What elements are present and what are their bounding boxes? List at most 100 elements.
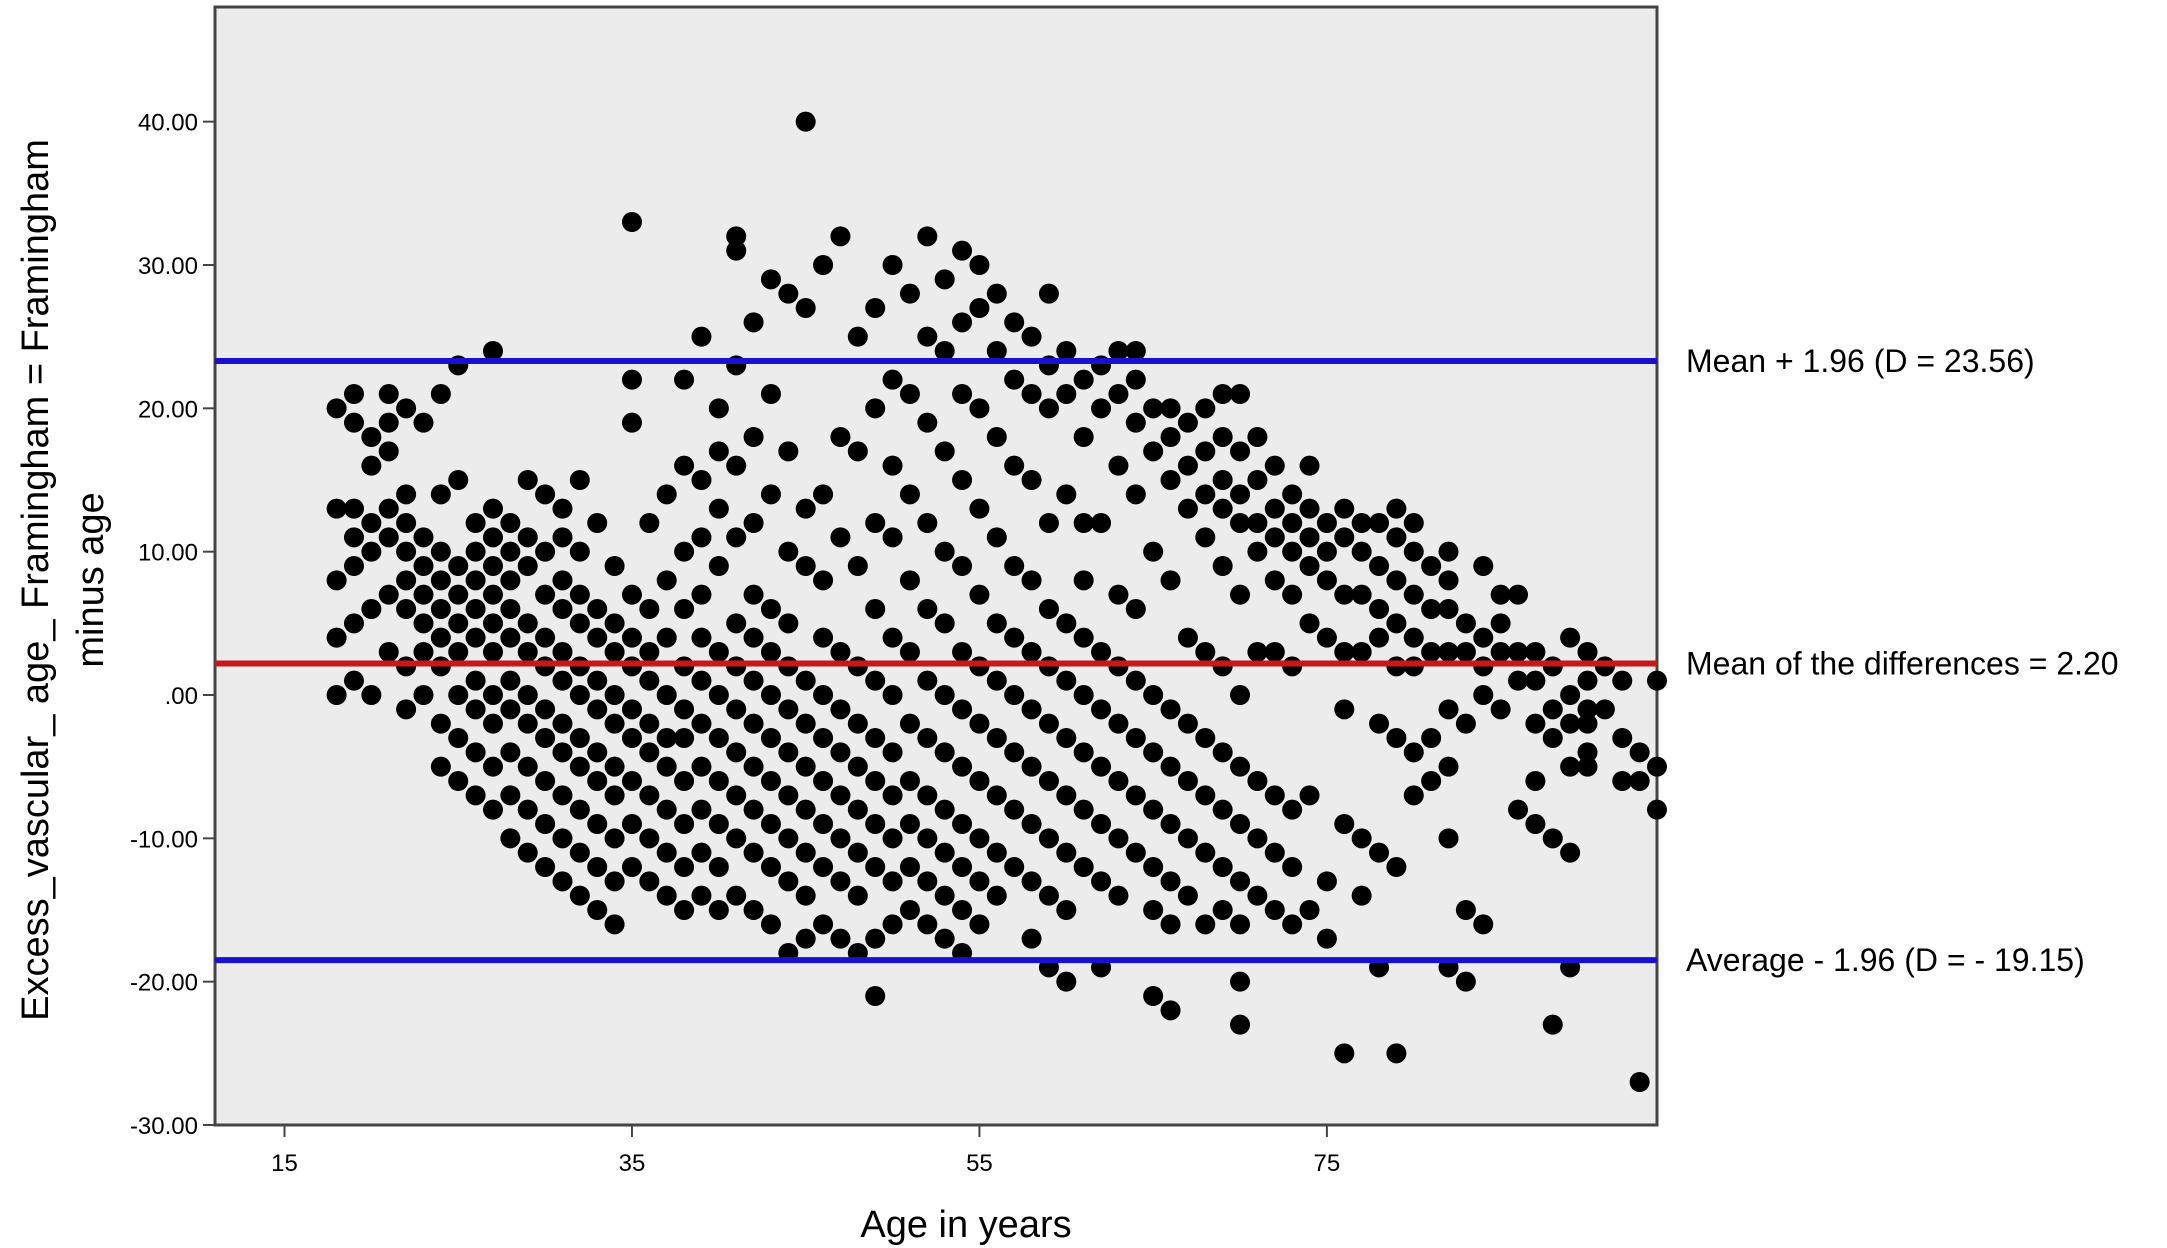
data-point bbox=[552, 498, 573, 519]
data-point bbox=[621, 584, 642, 605]
data-point bbox=[552, 670, 573, 691]
data-point bbox=[639, 670, 660, 691]
x-axis-title: Age in years bbox=[860, 1204, 1071, 1246]
data-point bbox=[1386, 728, 1407, 748]
data-point bbox=[587, 599, 608, 619]
data-point bbox=[587, 627, 608, 648]
data-point bbox=[726, 240, 747, 261]
data-point bbox=[1455, 613, 1476, 634]
data-point bbox=[674, 771, 695, 791]
data-point bbox=[899, 771, 920, 791]
y-tick-label: 10.00 bbox=[138, 540, 198, 567]
data-point bbox=[778, 871, 799, 892]
data-point bbox=[691, 842, 712, 863]
data-point bbox=[517, 756, 538, 777]
data-point bbox=[1038, 828, 1059, 849]
data-point bbox=[604, 685, 625, 705]
data-point bbox=[1073, 857, 1094, 877]
data-point bbox=[986, 728, 1007, 748]
data-point bbox=[760, 914, 781, 935]
data-point bbox=[1299, 613, 1320, 634]
data-point bbox=[1525, 713, 1546, 734]
data-point bbox=[1264, 642, 1285, 662]
data-point bbox=[691, 799, 712, 820]
data-point bbox=[1021, 814, 1042, 834]
data-point bbox=[917, 871, 938, 892]
data-point bbox=[691, 527, 712, 548]
data-point bbox=[1056, 484, 1077, 505]
data-point bbox=[1125, 341, 1146, 361]
data-point bbox=[899, 570, 920, 591]
data-point bbox=[1230, 513, 1251, 533]
data-point bbox=[1108, 584, 1129, 605]
data-point bbox=[899, 642, 920, 662]
data-point bbox=[604, 756, 625, 777]
data-point bbox=[1056, 670, 1077, 691]
x-tick-label: 75 bbox=[1314, 1150, 1341, 1177]
data-point bbox=[430, 713, 451, 734]
data-point bbox=[952, 900, 973, 920]
data-point bbox=[639, 713, 660, 734]
data-point bbox=[743, 427, 764, 447]
data-point bbox=[1508, 670, 1529, 691]
data-point bbox=[500, 785, 521, 806]
data-point bbox=[1073, 685, 1094, 705]
data-point bbox=[1230, 971, 1251, 992]
data-point bbox=[1004, 685, 1025, 705]
data-point bbox=[986, 613, 1007, 634]
data-point bbox=[535, 484, 556, 505]
data-point bbox=[952, 814, 973, 834]
data-point bbox=[969, 713, 990, 734]
data-point bbox=[500, 541, 521, 562]
data-point bbox=[726, 742, 747, 763]
data-point bbox=[1073, 427, 1094, 447]
data-point bbox=[448, 584, 469, 605]
data-point bbox=[1212, 384, 1233, 404]
data-point bbox=[535, 728, 556, 748]
data-point bbox=[969, 255, 990, 275]
data-point bbox=[1143, 900, 1164, 920]
data-point bbox=[778, 283, 799, 304]
data-point bbox=[1195, 441, 1216, 462]
data-point bbox=[1056, 971, 1077, 992]
data-point bbox=[847, 713, 868, 734]
data-point bbox=[743, 799, 764, 820]
data-point bbox=[813, 771, 834, 791]
data-point bbox=[535, 771, 556, 791]
data-point bbox=[587, 699, 608, 720]
data-point bbox=[795, 885, 816, 906]
data-point bbox=[1073, 570, 1094, 591]
data-point bbox=[1108, 828, 1129, 849]
data-point bbox=[587, 670, 608, 691]
data-point bbox=[674, 369, 695, 390]
data-point bbox=[1316, 541, 1337, 562]
data-point bbox=[830, 928, 851, 949]
data-points bbox=[326, 111, 1667, 1092]
data-point bbox=[378, 441, 399, 462]
data-point bbox=[760, 599, 781, 619]
data-point bbox=[396, 513, 417, 533]
data-point bbox=[691, 326, 712, 347]
data-point bbox=[1560, 842, 1581, 863]
data-point bbox=[1629, 1072, 1650, 1092]
data-point bbox=[569, 842, 590, 863]
data-point bbox=[986, 670, 1007, 691]
data-point bbox=[1125, 599, 1146, 619]
data-point bbox=[361, 599, 382, 619]
data-point bbox=[1230, 384, 1251, 404]
data-point bbox=[1125, 728, 1146, 748]
data-point bbox=[465, 785, 486, 806]
data-point bbox=[482, 498, 503, 519]
data-point bbox=[448, 470, 469, 490]
data-point bbox=[621, 369, 642, 390]
data-point bbox=[1230, 484, 1251, 505]
data-point bbox=[326, 398, 347, 419]
data-point bbox=[1560, 685, 1581, 705]
data-point bbox=[1143, 685, 1164, 705]
data-point bbox=[986, 283, 1007, 304]
data-point bbox=[708, 441, 729, 462]
data-point bbox=[917, 728, 938, 748]
data-point bbox=[1647, 799, 1667, 820]
data-point bbox=[1212, 900, 1233, 920]
data-point bbox=[917, 914, 938, 935]
